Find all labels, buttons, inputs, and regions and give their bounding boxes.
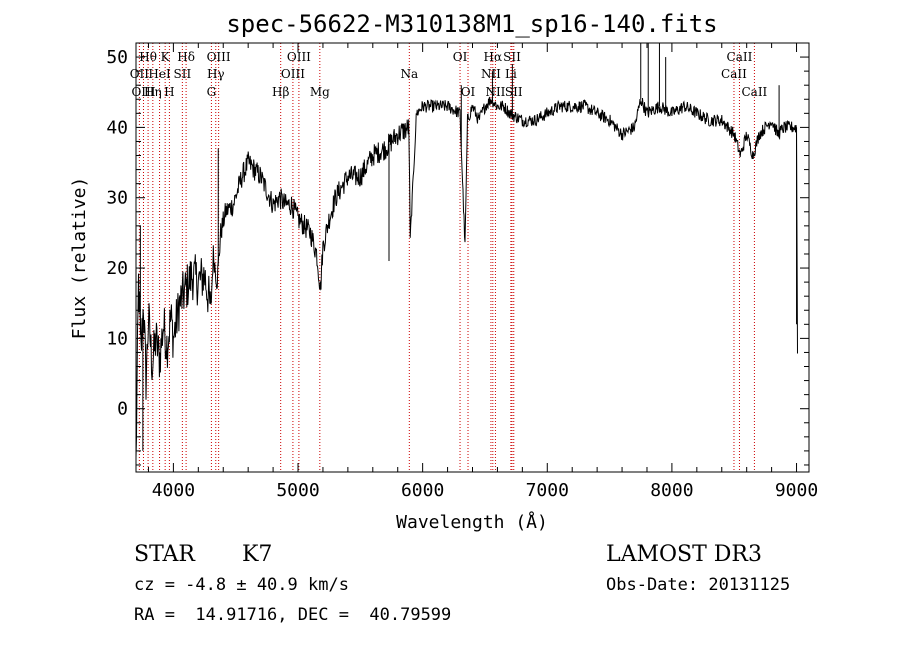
spectral-line-label: OI xyxy=(453,50,468,64)
x-tick-label: 7000 xyxy=(526,480,569,501)
spectral-line-label: OIII xyxy=(207,50,231,64)
spectral-line-label: Hβ xyxy=(272,85,289,99)
spectral-line-label: CaII xyxy=(741,85,767,99)
y-tick-label: 20 xyxy=(106,258,128,279)
object-subclass: K7 xyxy=(242,542,272,567)
spectrum-series xyxy=(135,43,798,458)
survey-name: LAMOST DR3 xyxy=(606,542,762,567)
x-tick-label: 9000 xyxy=(775,480,818,501)
spectral-lines xyxy=(138,43,755,472)
spectral-line-label: Hη xyxy=(144,85,162,99)
spectral-line-label: Li xyxy=(505,67,517,81)
spectrum-trace xyxy=(135,96,798,458)
x-tick-label: 8000 xyxy=(650,480,693,501)
spectral-line-label: OI xyxy=(461,85,476,99)
spectral-line-label: CaII xyxy=(721,67,747,81)
y-tick-label: 0 xyxy=(117,399,128,420)
chart-title: spec-56622-M310138M1_sp16-140.fits xyxy=(226,10,717,38)
spectral-line-label: NII xyxy=(485,85,505,99)
spectral-line-label: NII xyxy=(481,67,501,81)
spectral-line-label: OIII xyxy=(287,50,311,64)
spectral-line-label: Hγ xyxy=(207,67,225,81)
spectral-line-label: CaII xyxy=(727,50,753,64)
spectral-line-label: SII xyxy=(503,50,521,64)
y-tick-label: 10 xyxy=(106,328,128,349)
x-axis-label: Wavelength (Å) xyxy=(396,511,548,533)
coordinates-readout: RA = 14.91716, DEC = 40.79599 xyxy=(134,605,451,625)
spectral-line-label: Hθ xyxy=(139,50,157,64)
spectral-line-label: H xyxy=(164,85,174,99)
observation-date: Obs-Date: 20131125 xyxy=(606,575,790,595)
object-class: STAR xyxy=(134,542,196,567)
spectral-line-label: SII xyxy=(174,67,192,81)
redshift-readout: cz = -4.8 ± 40.9 km/s xyxy=(134,575,349,595)
x-axis-ticks: 4000 5000 6000 7000 8000 9000 xyxy=(147,43,818,501)
spectral-line-label: Hδ xyxy=(177,50,195,64)
x-tick-label: 5000 xyxy=(276,480,319,501)
spectral-line-label: G xyxy=(207,85,217,99)
spectral-line-label: Mg xyxy=(310,85,330,99)
spectral-line-label: OIII xyxy=(281,67,305,81)
y-tick-label: 40 xyxy=(106,117,128,138)
spectral-line-label: Hα xyxy=(484,50,503,64)
spectral-line-label: SII xyxy=(505,85,523,99)
spectral-line-label: Na xyxy=(400,67,418,81)
spectral-line-label: K xyxy=(161,50,171,64)
spectral-line-label: HeI xyxy=(148,67,171,81)
spectral-line-label: OIII xyxy=(131,85,155,99)
spectral-line-label: OII xyxy=(130,67,150,81)
y-axis-ticks: 0 10 20 30 40 50 xyxy=(106,42,809,466)
y-tick-label: 30 xyxy=(106,188,128,209)
y-tick-label: 50 xyxy=(106,47,128,68)
y-axis-label: Flux (relative) xyxy=(69,177,90,340)
x-tick-label: 6000 xyxy=(401,480,444,501)
x-tick-label: 4000 xyxy=(152,480,195,501)
